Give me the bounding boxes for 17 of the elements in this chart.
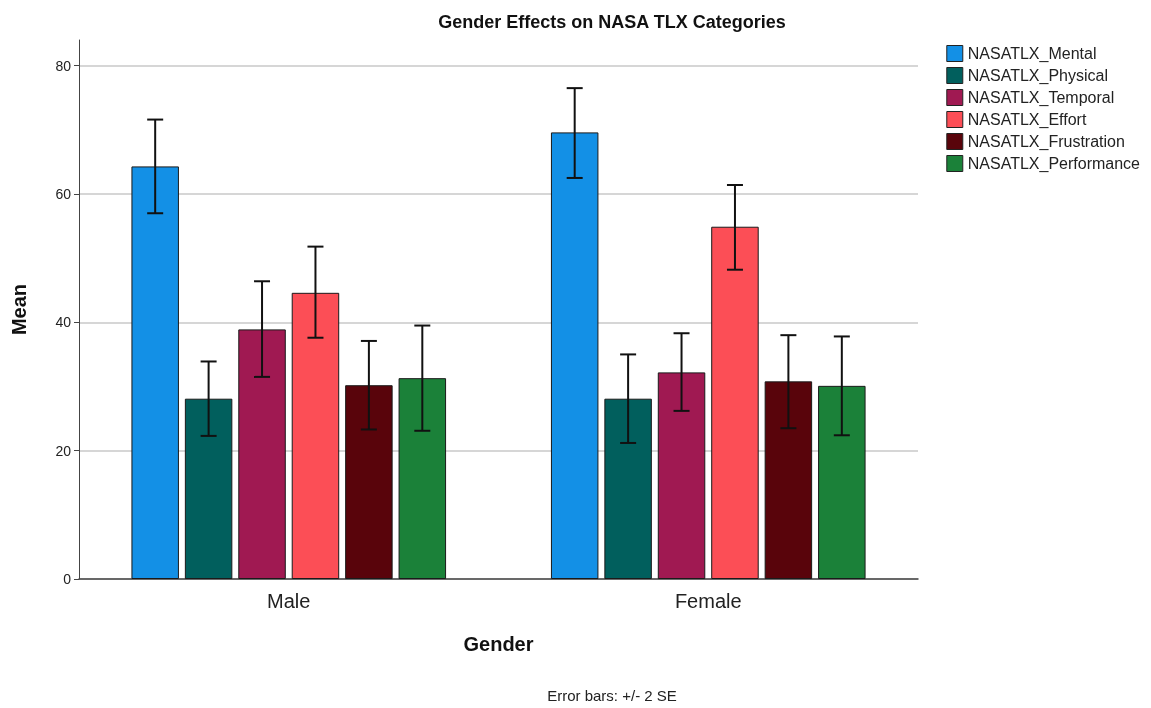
legend-label: NASATLX_Temporal <box>967 89 1115 107</box>
y-tick-label: 0 <box>63 571 72 587</box>
x-tick-label: Female <box>674 590 742 612</box>
y-tick-label: 40 <box>55 314 72 331</box>
legend-label: NASATLX_Effort <box>967 111 1087 129</box>
x-axis-title: Gender <box>463 633 534 655</box>
legend-label: NASATLX_Physical <box>967 67 1108 85</box>
y-tick-label: 80 <box>55 57 72 74</box>
chart-title: Gender Effects on NASA TLX Categories <box>438 12 786 32</box>
y-axis-title: Mean <box>8 283 30 336</box>
x-tick-label: Male <box>267 590 311 612</box>
text: Error bars: +/- 2 SE <box>547 687 677 704</box>
legend-label: NASATLX_Performance <box>967 155 1141 173</box>
y-tick-label: 20 <box>55 442 72 459</box>
y-tick-label: 60 <box>55 186 72 202</box>
legend-label: NASATLX_Mental <box>967 45 1097 63</box>
legend-label: NASATLX_Frustration <box>967 133 1125 151</box>
